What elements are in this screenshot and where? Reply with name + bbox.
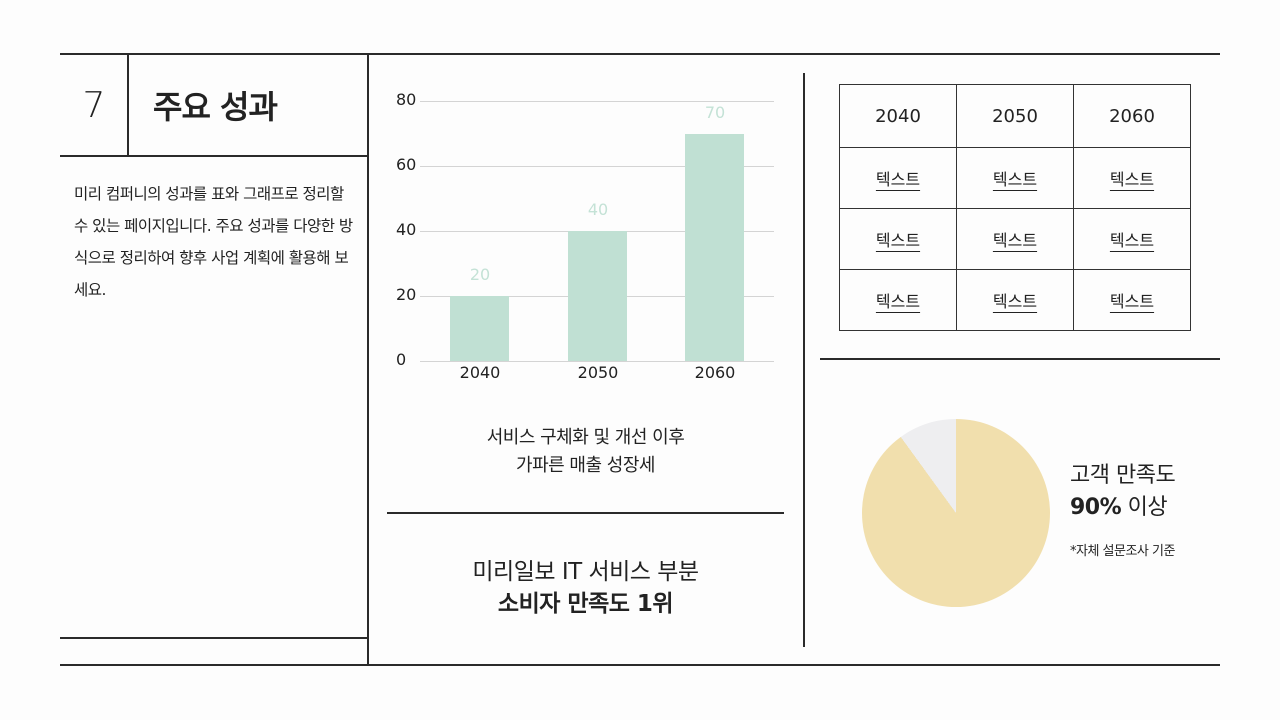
pie-label: 고객 만족도 90% 이상	[1070, 460, 1176, 524]
table-cell: 텍스트	[1073, 147, 1191, 209]
gridline	[420, 101, 774, 102]
bar	[685, 133, 744, 361]
gridline	[420, 361, 774, 362]
left-column-divider	[367, 53, 369, 666]
gridline	[420, 166, 774, 167]
table-header-row: 2040 2050 2060	[839, 84, 1191, 148]
x-axis-tick: 2050	[577, 363, 619, 382]
pie-value: 90%	[1070, 495, 1122, 520]
y-axis-tick: 80	[396, 90, 417, 109]
pie-label-value: 90% 이상	[1070, 492, 1175, 524]
table-row: 텍스트 텍스트 텍스트	[839, 147, 1191, 209]
bar	[450, 296, 509, 361]
y-axis-tick: 20	[396, 285, 417, 304]
left-footer-line	[60, 637, 368, 639]
award-line-2: 소비자 만족도 1위	[497, 591, 674, 617]
award-line-1: 미리일보 IT 서비스 부분	[472, 559, 699, 585]
bar-chart-caption: 서비스 구체화 및 개선 이후 가파른 매출 성장세	[388, 424, 783, 480]
table-header-cell: 2060	[1073, 84, 1191, 148]
middle-divider-line	[387, 512, 784, 514]
y-axis-tick: 60	[396, 155, 417, 174]
description-text: 미리 컴퍼니의 성과를 표와 그래프로 정리할 수 있는 페이지입니다. 주요 …	[74, 185, 353, 299]
y-axis-tick: 0	[396, 350, 407, 369]
data-table: 2040 2050 2060 텍스트 텍스트 텍스트 텍스트 텍스트 텍스트 텍…	[839, 84, 1191, 331]
bar-chart: 0 20 40 60 80 20 2040 40 2050 70 2060	[388, 80, 788, 390]
y-axis-tick: 40	[396, 220, 417, 239]
table-row: 텍스트 텍스트 텍스트	[839, 269, 1191, 331]
pie-value-suffix: 이상	[1121, 495, 1168, 520]
section-number: 7	[82, 84, 106, 126]
table-cell: 텍스트	[839, 147, 957, 209]
award-text: 미리일보 IT 서비스 부분 소비자 만족도 1위	[388, 556, 783, 620]
right-column-divider	[803, 73, 805, 647]
pie-footnote: *자체 설문조사 기준	[1070, 544, 1175, 559]
pie-chart	[862, 419, 1050, 607]
table-header-cell: 2050	[956, 84, 1074, 148]
bar-value-label: 70	[704, 102, 726, 122]
bar-value-label: 20	[469, 265, 491, 284]
bottom-border	[60, 664, 1220, 666]
table-cell: 텍스트	[839, 208, 957, 270]
table-cell: 텍스트	[1073, 208, 1191, 270]
x-axis-tick: 2060	[694, 363, 736, 382]
page-title: 주요 성과	[153, 88, 278, 126]
right-divider-line	[820, 358, 1220, 360]
table-cell: 텍스트	[956, 269, 1074, 331]
header-number-divider	[127, 53, 129, 156]
bar	[568, 231, 627, 361]
bar-value-label: 40	[587, 200, 609, 219]
caption-line-2: 가파른 매출 성장세	[516, 455, 655, 476]
x-axis-tick: 2040	[459, 363, 501, 382]
table-row: 텍스트 텍스트 텍스트	[839, 208, 1191, 270]
caption-line-1: 서비스 구체화 및 개선 이후	[486, 427, 685, 448]
top-border	[60, 53, 1220, 55]
table-cell: 텍스트	[956, 147, 1074, 209]
table-cell: 텍스트	[1073, 269, 1191, 331]
table-cell: 텍스트	[956, 208, 1074, 270]
table-cell: 텍스트	[839, 269, 957, 331]
header-bottom-line	[60, 155, 368, 157]
pie-label-title: 고객 만족도	[1070, 463, 1176, 488]
table-header-cell: 2040	[839, 84, 957, 148]
